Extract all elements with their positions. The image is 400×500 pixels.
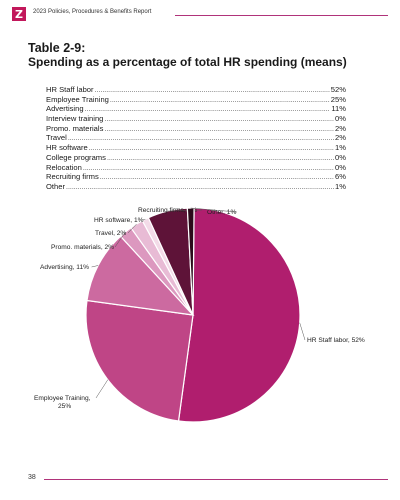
- table-row: HR Staff labor..........................…: [46, 85, 346, 95]
- dot-leader: ........................................…: [109, 96, 330, 104]
- row-label: College programs: [46, 152, 106, 162]
- table-row: College programs........................…: [46, 153, 346, 163]
- table-subtitle: Spending as a percentage of total HR spe…: [28, 55, 347, 69]
- pie-leader-line: [91, 265, 99, 268]
- table-row: Travel..................................…: [46, 133, 346, 143]
- row-value: 2%: [335, 133, 346, 143]
- row-label: Other: [46, 181, 65, 191]
- footer-divider: [44, 479, 388, 480]
- dot-leader: ........................................…: [84, 106, 331, 114]
- dot-leader: ........................................…: [99, 174, 334, 182]
- pie-slice-label: HR software, 1%: [94, 217, 144, 224]
- table-row: Relocation..............................…: [46, 163, 346, 173]
- pie-slice: [177, 207, 301, 423]
- dot-leader: ........................................…: [104, 116, 334, 124]
- pie-slice-label: Travel, 2%: [95, 230, 126, 237]
- header-divider: [175, 15, 388, 16]
- brand-logo-icon: Z: [12, 7, 26, 21]
- table-row: Other...................................…: [46, 182, 346, 192]
- row-value: 11%: [331, 104, 346, 114]
- pie-leader-line: [167, 209, 203, 212]
- pie-leader-line: [142, 218, 146, 221]
- page-number: 38: [28, 474, 36, 481]
- pie-slice-label: Employee Training, 25%: [34, 395, 91, 410]
- pie-leader-line: [299, 322, 306, 341]
- row-label: HR software: [46, 143, 88, 153]
- table-row: Employee Training.......................…: [46, 95, 346, 105]
- pie-leader-line: [127, 223, 137, 234]
- report-title: 2023 Policies, Procedures & Benefits Rep…: [33, 9, 152, 15]
- row-value: 0%: [335, 162, 346, 172]
- row-label: Recruiting firms: [46, 172, 99, 182]
- table-row: Advertising.............................…: [46, 104, 346, 114]
- pie-slice-label: HR Staff labor, 52%: [307, 337, 365, 344]
- row-label: HR Staff labor: [46, 85, 94, 94]
- table-row: Promo. materials........................…: [46, 124, 346, 134]
- dot-leader: ........................................…: [67, 135, 335, 143]
- dot-leader: ........................................…: [88, 145, 334, 153]
- row-label: Relocation: [46, 162, 82, 172]
- row-label: Interview training: [46, 114, 104, 124]
- pie-leader-line: [114, 231, 126, 248]
- row-label: Advertising: [46, 104, 84, 114]
- row-value: 1%: [335, 143, 346, 153]
- spending-table: HR Staff labor..........................…: [46, 85, 346, 192]
- row-value: 0%: [335, 114, 346, 124]
- pie-slice-label: Advertising, 11%: [40, 264, 89, 271]
- row-label: Employee Training: [46, 94, 109, 104]
- row-value: 2%: [335, 123, 346, 133]
- table-row: Interview training......................…: [46, 114, 346, 124]
- row-value: 0%: [335, 152, 346, 162]
- row-value: 1%: [335, 181, 346, 191]
- dot-leader: ........................................…: [94, 87, 330, 94]
- pie-slice: [86, 235, 195, 316]
- table-row: HR software.............................…: [46, 143, 346, 153]
- pie-slice-label: Recruiting firms, 6%: [138, 207, 197, 214]
- dot-leader: ........................................…: [104, 125, 334, 133]
- pie-slice: [85, 299, 194, 422]
- table-title: Table 2-9:: [28, 41, 86, 55]
- pie-leader-line: [95, 379, 109, 399]
- spending-pie-chart: HR Staff labor, 52% Employee Training, 25%…: [34, 207, 365, 423]
- pie-leader-line: [190, 207, 237, 213]
- row-label: Promo. materials: [46, 123, 104, 133]
- dot-leader: ........................................…: [66, 183, 334, 191]
- pie-slice-label: Other, 1%: [207, 209, 236, 216]
- row-value: 6%: [335, 172, 346, 182]
- dot-leader: ........................................…: [106, 154, 334, 162]
- row-value: 52%: [330, 85, 346, 94]
- table-row: Recruiting firms........................…: [46, 172, 346, 182]
- dot-leader: ........................................…: [82, 164, 334, 172]
- pie-slice-label: Promo. materials, 2%: [51, 244, 114, 251]
- row-value: 25%: [330, 94, 346, 104]
- row-label: Travel: [46, 133, 67, 143]
